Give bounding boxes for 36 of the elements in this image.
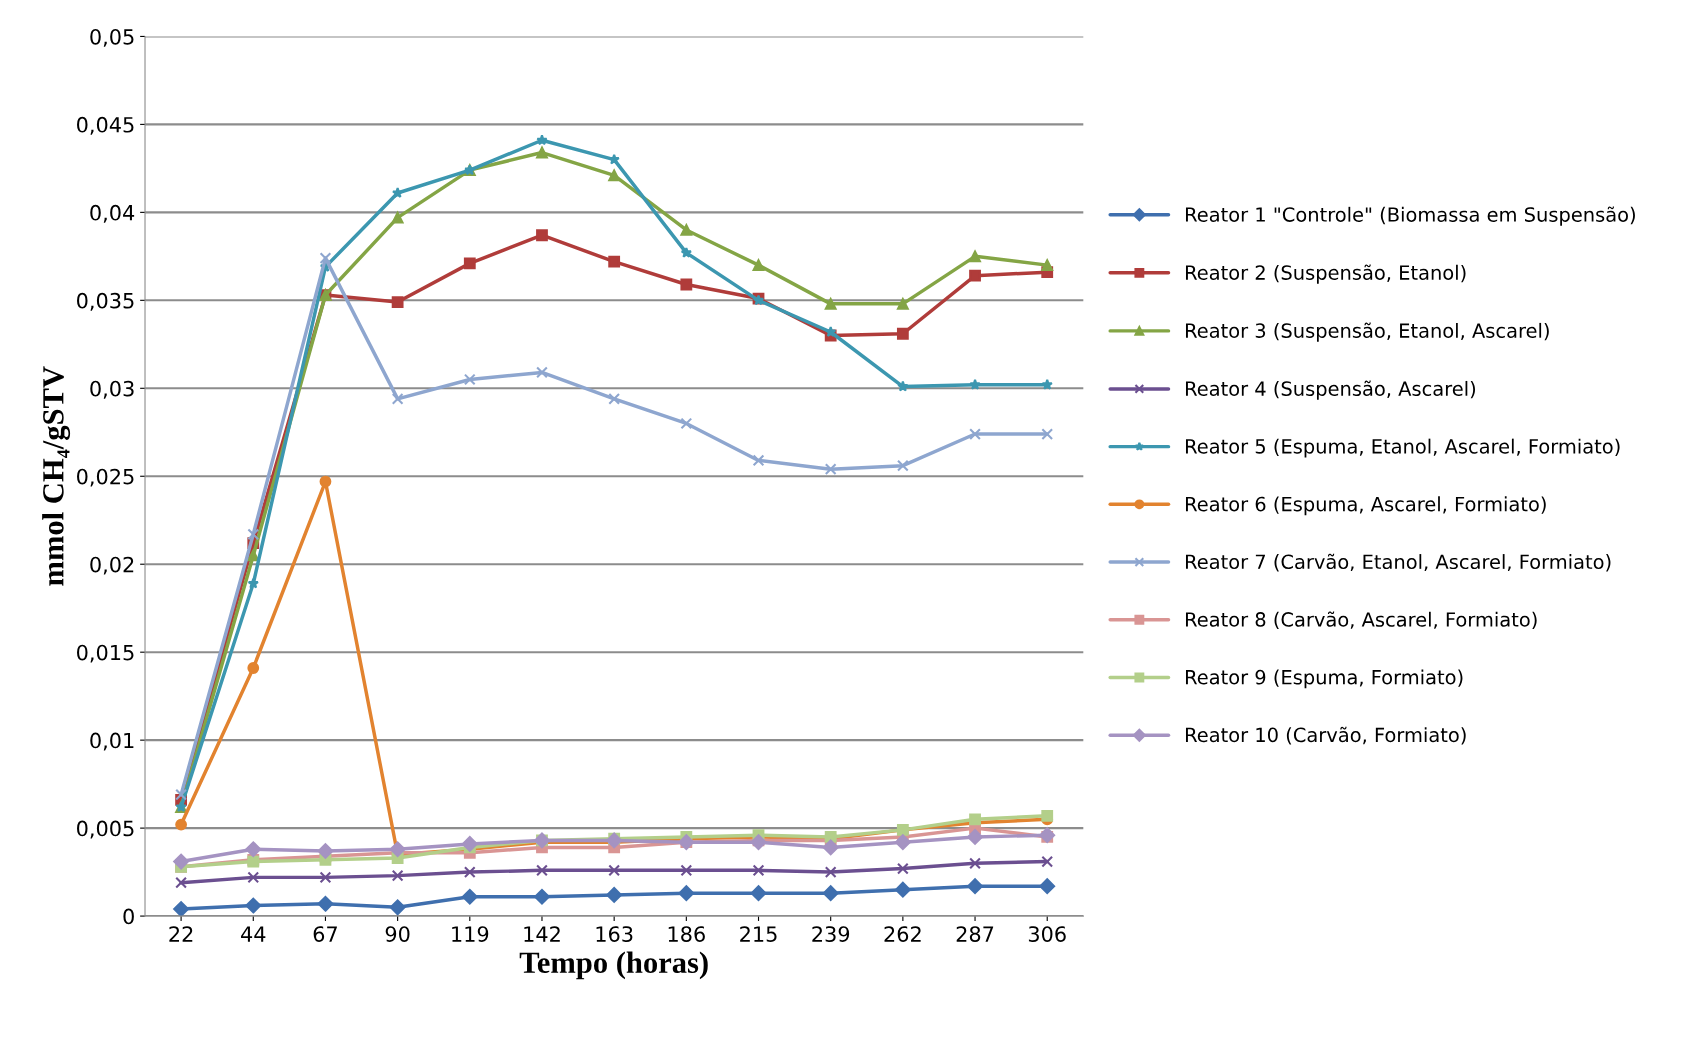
x-tick-label: 44: [241, 926, 266, 942]
y-tick-label: 0,05: [90, 28, 134, 47]
x-tick-label: 287: [956, 926, 994, 942]
x-axis-title: Tempo (horas): [519, 951, 708, 980]
x-tick-label: 22: [169, 926, 193, 942]
legend-label: Reator 10 (Carvão, Formiato): [1185, 726, 1466, 745]
y-axis-title: mmol CH₄/gSTV: [42, 366, 71, 586]
x-tick-label: 67: [313, 926, 337, 942]
x-tick-label: 163: [596, 926, 633, 942]
legend-label: Reator 1 "Controle" (Biomassa em Suspensão): [1185, 206, 1635, 226]
x-tick-label: 239: [812, 926, 850, 942]
legend-label: Reator 6 (Espuma, Ascarel, Formiato): [1185, 496, 1546, 516]
legend-label: Reator 8 (Carvão, Ascarel, Formiato): [1185, 611, 1537, 630]
legend-label: Reator 5 (Espuma, Etanol, Ascarel, Formiato): [1185, 438, 1620, 458]
x-tick-label: 119: [452, 926, 489, 942]
y-tick-label: 0,03: [90, 380, 134, 399]
legend-label: Reator 4 (Suspensão, Ascarel): [1185, 380, 1476, 400]
y-tick-label: 0,025: [77, 468, 134, 487]
legend-label: Reator 7 (Carvão, Etanol, Ascarel, Formiato): [1185, 553, 1611, 572]
x-tick-label: 186: [668, 926, 705, 942]
y-tick-label: 0,02: [90, 556, 134, 575]
y-tick-label: 0,045: [77, 116, 134, 135]
x-tick-label: 215: [740, 926, 777, 942]
y-tick-label: 0,01: [90, 732, 134, 751]
y-tick-label: 0,015: [77, 644, 134, 663]
x-tick-label: 306: [1028, 926, 1066, 942]
legend-label: Reator 2 (Suspensão, Etanol): [1185, 264, 1466, 284]
y-tick-label: 0,005: [77, 820, 134, 839]
y-tick-label: 0: [123, 908, 134, 925]
x-tick-label: 142: [524, 926, 560, 942]
y-tick-label: 0,035: [77, 292, 134, 311]
legend-label: Reator 3 (Suspensão, Etanol, Ascarel): [1185, 322, 1549, 342]
x-tick-label: 90: [385, 926, 410, 942]
x-tick-label: 262: [884, 926, 921, 942]
y-tick-label: 0,04: [90, 204, 135, 223]
legend-label: Reator 9 (Espuma, Formiato): [1185, 669, 1463, 689]
